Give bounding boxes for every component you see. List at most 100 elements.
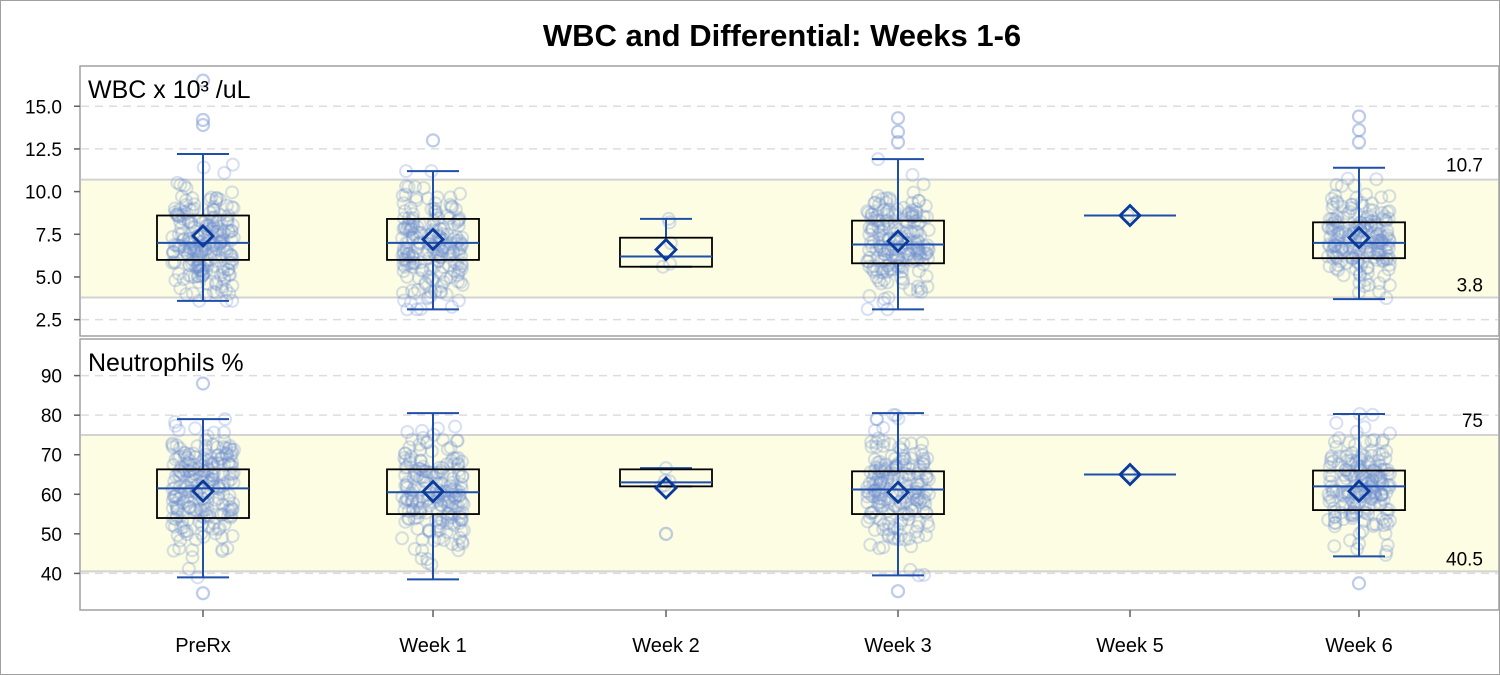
data-point bbox=[406, 251, 421, 266]
data-point bbox=[405, 249, 420, 264]
data-point bbox=[169, 238, 184, 253]
y-tick-label: 50 bbox=[41, 525, 62, 546]
data-point bbox=[1360, 260, 1375, 275]
data-point bbox=[182, 469, 197, 484]
data-point bbox=[449, 433, 464, 448]
data-point bbox=[894, 264, 909, 279]
data-point bbox=[176, 272, 191, 287]
data-point bbox=[1382, 478, 1397, 493]
data-point bbox=[173, 281, 188, 296]
data-point bbox=[198, 447, 213, 462]
data-point bbox=[187, 473, 202, 488]
data-point bbox=[166, 489, 181, 504]
data-point bbox=[1381, 232, 1396, 247]
data-point bbox=[450, 268, 465, 283]
data-point bbox=[1335, 199, 1350, 214]
data-point bbox=[451, 293, 466, 308]
data-point bbox=[894, 270, 909, 285]
data-point bbox=[433, 221, 448, 236]
data-point bbox=[397, 220, 412, 235]
data-point bbox=[870, 455, 885, 470]
y-tick-label: 2.5 bbox=[36, 311, 62, 332]
data-point bbox=[223, 457, 238, 472]
data-point bbox=[407, 180, 422, 195]
data-point bbox=[205, 472, 220, 487]
data-point bbox=[439, 287, 454, 302]
data-point bbox=[1370, 246, 1385, 261]
box-week-5 bbox=[1084, 462, 1176, 487]
data-point bbox=[410, 282, 425, 297]
outlier-point bbox=[890, 124, 906, 139]
data-point bbox=[1361, 455, 1376, 470]
data-point bbox=[423, 289, 438, 304]
data-point bbox=[871, 431, 886, 446]
data-point bbox=[200, 509, 215, 524]
data-point bbox=[222, 441, 237, 456]
data-point bbox=[444, 454, 459, 469]
data-point bbox=[182, 453, 197, 468]
data-point bbox=[195, 491, 210, 506]
data-point bbox=[395, 489, 410, 504]
data-point bbox=[880, 275, 895, 290]
data-point bbox=[1346, 226, 1361, 241]
data-point bbox=[429, 208, 444, 223]
data-point bbox=[191, 260, 206, 275]
data-point bbox=[895, 252, 910, 267]
data-point bbox=[868, 204, 883, 219]
y-tick-label: 15.0 bbox=[25, 97, 62, 118]
data-point bbox=[1355, 447, 1370, 462]
outlier-point bbox=[195, 376, 211, 391]
data-point bbox=[433, 265, 448, 280]
data-point bbox=[1369, 172, 1384, 187]
data-point bbox=[904, 224, 919, 239]
data-point bbox=[167, 519, 182, 534]
data-point bbox=[213, 234, 228, 249]
y-tick-label: 70 bbox=[41, 446, 62, 467]
data-point bbox=[455, 536, 470, 551]
data-point bbox=[1358, 471, 1373, 486]
data-point bbox=[1327, 539, 1342, 554]
data-point bbox=[186, 446, 201, 461]
data-point bbox=[216, 479, 231, 494]
data-point bbox=[206, 219, 221, 234]
data-point bbox=[909, 524, 924, 539]
data-point bbox=[448, 499, 463, 514]
data-point bbox=[891, 222, 906, 237]
data-point bbox=[860, 480, 875, 495]
data-point bbox=[921, 222, 936, 237]
data-point bbox=[860, 254, 875, 269]
data-point bbox=[397, 502, 412, 517]
data-point bbox=[455, 469, 470, 484]
data-point bbox=[1380, 223, 1395, 238]
data-point bbox=[178, 198, 193, 213]
data-point bbox=[433, 284, 448, 299]
data-point bbox=[1346, 226, 1361, 241]
data-point bbox=[881, 290, 896, 305]
data-point bbox=[173, 533, 188, 548]
data-point bbox=[409, 193, 424, 208]
data-point bbox=[1322, 494, 1337, 509]
data-point bbox=[181, 268, 196, 283]
data-point bbox=[921, 472, 936, 487]
data-point bbox=[434, 250, 449, 265]
data-point bbox=[1329, 484, 1344, 499]
data-point bbox=[424, 557, 439, 572]
data-point bbox=[166, 244, 181, 259]
data-point bbox=[874, 494, 889, 509]
data-point bbox=[454, 262, 469, 277]
data-point bbox=[430, 465, 445, 480]
data-point bbox=[911, 515, 926, 530]
data-point bbox=[187, 244, 202, 259]
data-point bbox=[1322, 459, 1337, 474]
data-point bbox=[912, 193, 927, 208]
data-point bbox=[895, 272, 910, 287]
reference-band bbox=[81, 434, 1498, 572]
data-point bbox=[165, 255, 180, 270]
data-point bbox=[405, 283, 420, 298]
data-point bbox=[455, 469, 470, 484]
data-point bbox=[395, 248, 410, 263]
panel-neutrophils-boxes bbox=[156, 376, 1406, 601]
data-point bbox=[876, 492, 891, 507]
x-tick-label: Week 2 bbox=[632, 635, 699, 657]
data-point bbox=[860, 514, 875, 529]
